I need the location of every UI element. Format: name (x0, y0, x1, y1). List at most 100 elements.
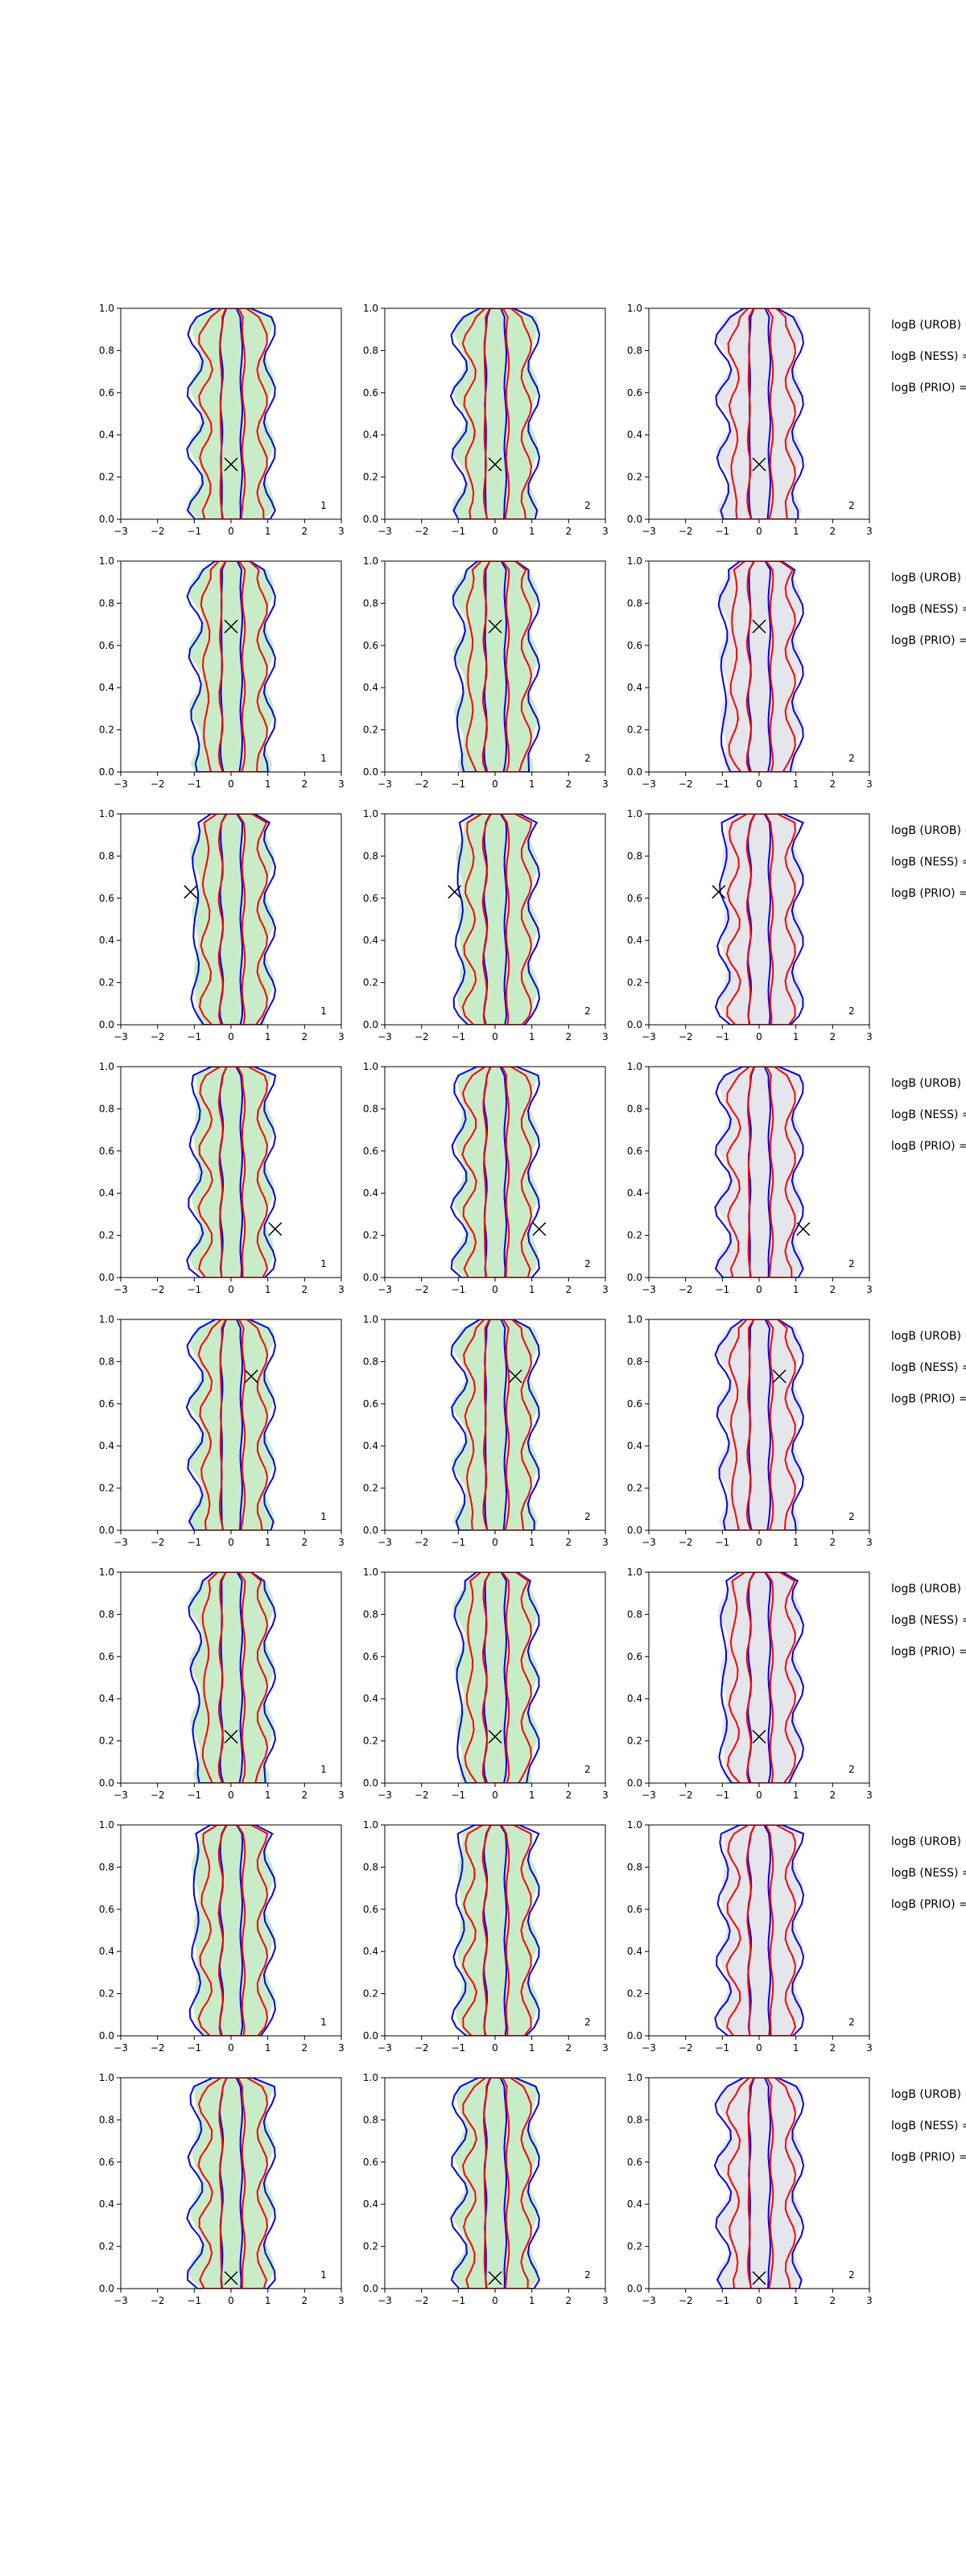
panel-r8-c1: −3 −2 −1 0 1 2 3 0.0 0.2 0.4 0.6 0.8 1.0 1 (99, 2072, 345, 2306)
y-tick-label: 0.2 (99, 2241, 114, 2252)
bayes-factor-label: logB (NESS) = (891, 856, 966, 869)
x-tick-label: 3 (338, 1790, 345, 1801)
x-tick-label: 1 (529, 778, 535, 790)
y-tick-label: 0.4 (99, 1693, 114, 1704)
density-fill (716, 1319, 803, 1530)
y-tick-label: 0.4 (627, 1440, 642, 1451)
truth-marker (752, 1729, 766, 1744)
x-tick-label: 1 (265, 2295, 271, 2306)
y-tick-label: 0.6 (99, 1651, 114, 1662)
y-tick-label: 0.0 (363, 1525, 378, 1536)
panel-r5-c2: −3 −2 −1 0 1 2 3 0.0 0.2 0.4 0.6 0.8 1.0 2 (363, 1314, 609, 1548)
y-tick-label: 0.4 (627, 935, 642, 946)
y-tick-label: 0.8 (627, 1861, 642, 1872)
y-tick-label: 1.0 (99, 555, 114, 567)
x-tick-label: 3 (338, 778, 345, 790)
x-tick-label: −1 (715, 2042, 729, 2054)
x-tick-label: 1 (265, 2042, 271, 2054)
y-tick-label: 0.6 (99, 1904, 114, 1915)
y-tick-label: 0.8 (363, 850, 378, 861)
panel-r6-c3: −3 −2 −1 0 1 2 3 0.0 0.2 0.4 0.6 0.8 1.0 2 (627, 1567, 873, 1801)
x-tick-label: 0 (228, 1537, 234, 1548)
density-fill (188, 1572, 275, 1783)
x-tick-label: 1 (529, 2042, 535, 2054)
panel-r4-c1: −3 −2 −1 0 1 2 3 0.0 0.2 0.4 0.6 0.8 1.0 1 (99, 1061, 345, 1295)
outer-red-contour (197, 1067, 269, 1278)
x-tick-label: −3 (378, 1031, 392, 1042)
bayes-factor-label: logB (PRIO) = (891, 634, 966, 647)
density-fill (716, 2078, 803, 2289)
x-tick-label: 1 (265, 778, 271, 790)
truth-marker (752, 457, 766, 472)
x-tick-label: 3 (602, 2295, 609, 2306)
panel-annotation: 2 (584, 2017, 591, 2028)
panel-r7-c3: −3 −2 −1 0 1 2 3 0.0 0.2 0.4 0.6 0.8 1.0 2 (627, 1819, 873, 2054)
density-fill (188, 2078, 275, 2289)
x-tick-label: −1 (187, 1537, 201, 1548)
x-tick-label: 1 (793, 1537, 799, 1548)
y-tick-label: 0.2 (627, 2241, 642, 2252)
inner-red-contour (218, 1319, 246, 1530)
inner-red-contour (481, 561, 510, 772)
inner-blue-contour (483, 561, 508, 772)
outer-red-contour (197, 2078, 269, 2289)
y-tick-label: 0.8 (627, 345, 642, 356)
outer-blue-contour (186, 308, 276, 519)
x-tick-label: 2 (302, 2295, 308, 2306)
truth-marker (488, 457, 502, 472)
y-tick-label: 0.2 (99, 1736, 114, 1747)
outer-red-contour (197, 1319, 269, 1530)
outer-red-contour (461, 2078, 532, 2289)
density-fill (190, 814, 275, 1025)
x-tick-label: −2 (151, 778, 165, 790)
x-tick-label: 2 (302, 526, 308, 537)
inner-red-contour (746, 1067, 774, 1278)
panel-r6-c2: −3 −2 −1 0 1 2 3 0.0 0.2 0.4 0.6 0.8 1.0 2 (363, 1567, 609, 1801)
truth-marker (488, 1729, 502, 1744)
outer-red-contour (461, 814, 533, 1025)
inner-blue-contour (482, 814, 508, 1025)
y-tick-label: 0.4 (99, 429, 114, 440)
x-tick-label: 3 (866, 2295, 873, 2306)
y-tick-label: 0.0 (363, 1272, 378, 1283)
inner-red-contour (217, 1825, 246, 2036)
outer-red-contour (198, 814, 269, 1025)
y-tick-label: 0.4 (363, 2198, 378, 2210)
x-tick-label: 3 (602, 526, 609, 537)
y-tick-label: 1.0 (627, 1567, 642, 1578)
x-tick-label: −3 (114, 778, 128, 790)
bayes-factor-label: logB (UROB) = (891, 824, 966, 837)
x-tick-label: 0 (756, 526, 762, 537)
x-tick-label: 3 (602, 1284, 609, 1295)
x-tick-label: 2 (566, 1284, 572, 1295)
y-tick-label: 0.0 (627, 1777, 642, 1789)
outer-red-contour (201, 1572, 269, 1783)
truth-marker (224, 619, 238, 634)
y-tick-label: 0.6 (627, 640, 642, 651)
x-tick-label: −2 (679, 1790, 693, 1801)
density-fill (719, 814, 803, 1025)
x-tick-label: 0 (756, 1031, 762, 1042)
x-tick-label: 1 (529, 1284, 535, 1295)
y-tick-label: 0.4 (99, 1187, 114, 1199)
y-tick-label: 0.2 (627, 977, 642, 989)
x-tick-label: −2 (415, 2042, 429, 2054)
truth-marker (508, 1369, 522, 1384)
y-tick-label: 0.6 (363, 387, 378, 398)
y-tick-label: 1.0 (627, 303, 642, 314)
y-tick-label: 1.0 (627, 2072, 642, 2083)
x-tick-label: −3 (114, 1790, 128, 1801)
density-fill (191, 1825, 275, 2036)
y-tick-label: 0.2 (99, 1988, 114, 2000)
x-tick-label: 2 (566, 1537, 572, 1548)
x-tick-label: 1 (793, 1790, 799, 1801)
y-tick-label: 0.4 (627, 2198, 642, 2210)
x-tick-label: −1 (451, 526, 465, 537)
x-tick-label: −2 (415, 526, 429, 537)
y-tick-label: 0.4 (363, 935, 378, 946)
bayes-factor-label: logB (NESS) = (891, 1361, 966, 1374)
x-tick-label: −3 (642, 2295, 656, 2306)
x-tick-label: 3 (866, 1284, 873, 1295)
outer-blue-contour (450, 1067, 541, 1278)
